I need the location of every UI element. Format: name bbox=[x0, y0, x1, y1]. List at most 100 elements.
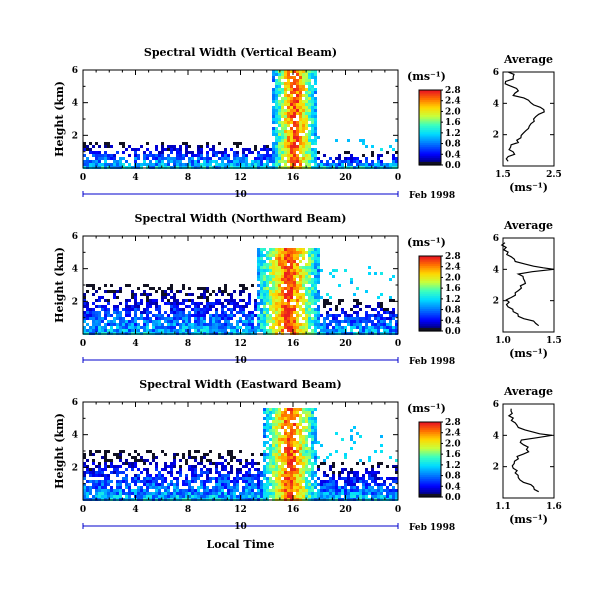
heatmap-cell bbox=[224, 477, 227, 480]
heatmap-cell bbox=[110, 329, 113, 332]
heatmap-cell bbox=[284, 130, 287, 133]
heatmap-cell bbox=[359, 326, 362, 329]
heatmap-cell bbox=[227, 471, 230, 474]
heatmap-cell bbox=[92, 145, 95, 148]
heatmap-cell bbox=[83, 145, 86, 148]
heatmap-cell bbox=[302, 435, 305, 438]
heatmap-cell bbox=[278, 317, 281, 320]
heatmap-cell bbox=[287, 94, 290, 97]
heatmap-cell bbox=[311, 154, 314, 157]
heatmap-cell bbox=[287, 136, 290, 139]
heatmap-cell bbox=[377, 302, 380, 305]
heatmap-cell bbox=[272, 287, 275, 290]
heatmap-cell bbox=[287, 444, 290, 447]
heatmap-cell bbox=[347, 320, 350, 323]
profile-line bbox=[504, 71, 545, 162]
heatmap-cell bbox=[299, 82, 302, 85]
heatmap-cell bbox=[137, 317, 140, 320]
heatmap-cell bbox=[200, 486, 203, 489]
heatmap-cell bbox=[290, 441, 293, 444]
heatmap-cell bbox=[314, 73, 317, 76]
heatmap-cell bbox=[293, 489, 296, 492]
heatmap-cell bbox=[317, 293, 320, 296]
heatmap-cell bbox=[272, 130, 275, 133]
heatmap-cell bbox=[101, 486, 104, 489]
heatmap-cell bbox=[272, 299, 275, 302]
heatmap-cell bbox=[233, 489, 236, 492]
heatmap-cell bbox=[335, 489, 338, 492]
heatmap-cell bbox=[299, 432, 302, 435]
heatmap-cell bbox=[119, 453, 122, 456]
colorbar-swatch bbox=[419, 316, 441, 319]
x-tick-label: 0 bbox=[80, 339, 86, 349]
heatmap-cell bbox=[305, 459, 308, 462]
heatmap-cell bbox=[353, 320, 356, 323]
heatmap-cell bbox=[275, 269, 278, 272]
heatmap-cell bbox=[131, 480, 134, 483]
heatmap-cell bbox=[83, 474, 86, 477]
heatmap-cell bbox=[389, 477, 392, 480]
heatmap-cell bbox=[278, 414, 281, 417]
colorbar-swatch bbox=[419, 274, 441, 278]
heatmap-cell bbox=[311, 435, 314, 438]
heatmap-cell bbox=[335, 317, 338, 320]
heatmap-cell bbox=[392, 311, 395, 314]
heatmap-cell bbox=[368, 486, 371, 489]
heatmap-cell bbox=[305, 151, 308, 154]
heatmap-cell bbox=[104, 489, 107, 492]
heatmap-cell bbox=[122, 480, 125, 483]
heatmap-cell bbox=[314, 260, 317, 263]
heatmap-cell bbox=[287, 278, 290, 281]
heatmap-cell bbox=[308, 82, 311, 85]
heatmap-cell bbox=[362, 483, 365, 486]
heatmap-cell bbox=[269, 456, 272, 459]
heatmap-cell bbox=[308, 151, 311, 154]
heatmap-cell bbox=[290, 459, 293, 462]
heatmap-cell bbox=[332, 495, 335, 498]
heatmap-cell bbox=[176, 477, 179, 480]
heatmap-cell bbox=[86, 492, 89, 495]
heatmap-cell bbox=[215, 299, 218, 302]
heatmap-cell bbox=[287, 435, 290, 438]
heatmap-cell bbox=[368, 314, 371, 317]
heatmap-cell bbox=[236, 145, 239, 148]
heatmap-cell bbox=[272, 450, 275, 453]
heatmap-cell bbox=[293, 263, 296, 266]
heatmap-cell bbox=[260, 290, 263, 293]
heatmap-cell bbox=[158, 287, 161, 290]
heatmap-cell bbox=[335, 314, 338, 317]
heatmap-cell bbox=[347, 474, 350, 477]
heatmap-cell bbox=[239, 299, 242, 302]
heatmap-cell bbox=[125, 311, 128, 314]
heatmap-cell bbox=[335, 450, 338, 453]
heatmap-cell bbox=[296, 492, 299, 495]
heatmap-cell bbox=[128, 314, 131, 317]
heatmap-cell bbox=[269, 444, 272, 447]
heatmap-cell bbox=[290, 329, 293, 332]
heatmap-cell bbox=[275, 426, 278, 429]
heatmap-cell bbox=[305, 281, 308, 284]
heatmap-cell bbox=[290, 296, 293, 299]
heatmap-cell bbox=[308, 79, 311, 82]
heatmap-cell bbox=[218, 480, 221, 483]
colorbar-swatch bbox=[419, 453, 441, 457]
heatmap-cell bbox=[236, 160, 239, 163]
heatmap-cell bbox=[293, 151, 296, 154]
heatmap-cell bbox=[350, 447, 353, 450]
heatmap-cell bbox=[305, 417, 308, 420]
heatmap-cell bbox=[119, 290, 122, 293]
heatmap-cell bbox=[311, 254, 314, 257]
colorbar-swatch bbox=[419, 442, 441, 446]
heatmap-cell bbox=[86, 495, 89, 498]
heatmap-cell bbox=[353, 486, 356, 489]
heatmap-cell bbox=[395, 459, 398, 462]
heatmap-cell bbox=[155, 326, 158, 329]
heatmap-cell bbox=[185, 320, 188, 323]
heatmap-cell bbox=[209, 495, 212, 498]
heatmap-cell bbox=[89, 471, 92, 474]
heatmap-cell bbox=[260, 317, 263, 320]
heatmap-cell bbox=[107, 329, 110, 332]
heatmap-cell bbox=[185, 299, 188, 302]
heatmap-cell bbox=[158, 486, 161, 489]
heatmap-cell bbox=[275, 139, 278, 142]
